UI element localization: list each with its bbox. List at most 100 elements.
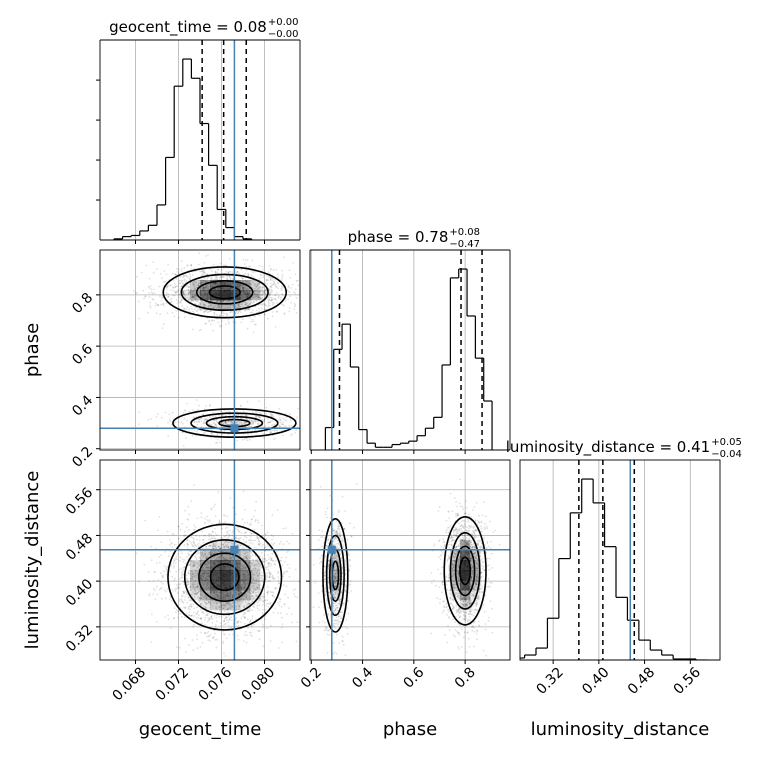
sample-point	[192, 282, 194, 284]
sample-point	[279, 612, 282, 615]
sample-point	[264, 308, 266, 311]
sample-point	[202, 279, 205, 282]
sample-point	[217, 307, 220, 309]
sample-point	[198, 291, 201, 293]
sample-point	[262, 286, 264, 289]
sample-point	[210, 551, 212, 553]
sample-point	[254, 428, 256, 431]
sample-point	[152, 288, 155, 291]
sample-point	[274, 298, 277, 301]
sample-point	[247, 272, 250, 275]
sample-point	[178, 282, 181, 285]
sample-point	[261, 289, 264, 292]
sample-point	[197, 284, 200, 287]
sample-point	[210, 277, 212, 280]
sample-point	[255, 415, 257, 417]
sample-point	[266, 531, 269, 534]
sample-point	[165, 273, 168, 276]
sample-point	[177, 268, 180, 271]
sample-point	[272, 303, 274, 306]
sample-point	[247, 539, 250, 542]
sample-point	[272, 283, 275, 286]
sample-point	[206, 418, 209, 421]
sample-point	[193, 281, 196, 283]
sample-point	[243, 286, 245, 289]
sample-point	[188, 308, 191, 311]
sample-point	[188, 310, 191, 313]
sample-point	[147, 285, 150, 288]
sample-point	[188, 605, 191, 608]
sample-point	[270, 296, 273, 299]
sample-point	[254, 563, 257, 566]
sample-point	[206, 286, 209, 289]
sample-point	[180, 279, 182, 282]
sample-point	[198, 404, 200, 407]
sample-point	[245, 556, 248, 559]
sample-point	[261, 303, 264, 306]
sample-point	[209, 268, 212, 271]
sample-point	[203, 269, 206, 272]
sample-point	[245, 595, 248, 598]
sample-point	[293, 592, 295, 595]
sample-point	[288, 567, 291, 569]
sample-point	[271, 289, 274, 292]
sample-point	[188, 291, 191, 294]
sample-point	[224, 421, 227, 424]
sample-point	[198, 564, 201, 567]
sample-point	[236, 270, 239, 273]
sample-point	[256, 290, 259, 293]
sample-point	[220, 310, 223, 313]
sample-point	[265, 289, 268, 291]
sample-point	[190, 305, 192, 308]
sample-point	[227, 300, 230, 302]
sample-point	[297, 284, 300, 286]
sample-point	[210, 533, 213, 535]
sample-point	[192, 649, 195, 652]
sample-point	[246, 302, 249, 305]
sample-point	[157, 579, 160, 581]
sample-point	[198, 303, 201, 305]
sample-point	[208, 404, 211, 407]
sample-point	[256, 422, 259, 425]
sample-point	[228, 424, 231, 426]
sample-point	[157, 529, 159, 532]
sample-point	[206, 284, 209, 287]
sample-point	[227, 423, 230, 426]
sample-point	[191, 593, 193, 596]
sample-point	[263, 554, 266, 557]
sample-point	[175, 291, 178, 294]
sample-point	[162, 302, 165, 305]
sample-point	[291, 283, 294, 286]
sample-point	[261, 297, 264, 299]
sample-point	[184, 410, 187, 412]
sample-point	[251, 518, 253, 521]
sample-point	[254, 296, 256, 299]
sample-point	[261, 432, 264, 435]
sample-point	[318, 606, 320, 609]
sample-point	[260, 290, 263, 293]
sample-point	[200, 418, 203, 420]
sample-point	[284, 299, 287, 302]
sample-point	[192, 540, 195, 543]
sample-point	[281, 564, 284, 567]
sample-point	[274, 607, 276, 609]
sample-point	[185, 275, 188, 278]
sample-point	[251, 302, 254, 304]
sample-point	[288, 310, 291, 313]
sample-point	[270, 284, 273, 287]
sample-point	[266, 274, 269, 277]
sample-point	[198, 282, 201, 285]
sample-point	[253, 420, 255, 423]
sample-point	[222, 602, 225, 604]
sample-point	[185, 280, 188, 283]
sample-point	[195, 281, 198, 284]
sample-point	[224, 655, 227, 657]
sample-point	[210, 424, 213, 426]
sample-point	[246, 634, 248, 637]
sample-point	[271, 311, 274, 313]
sample-point	[271, 514, 274, 517]
contour-line	[195, 279, 254, 305]
sample-point	[211, 270, 214, 272]
sample-point	[260, 274, 263, 276]
sample-point	[291, 621, 294, 624]
